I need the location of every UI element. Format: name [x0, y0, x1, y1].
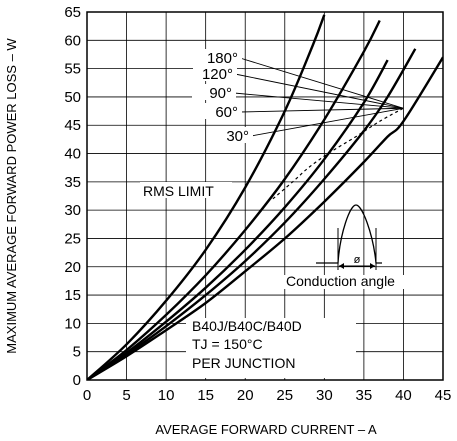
series-line — [87, 56, 443, 380]
y-tick-label: 50 — [64, 89, 81, 106]
series-labels: 180°120° 90° 60° 30° — [192, 49, 253, 145]
x-tick-label: 0 — [83, 387, 91, 404]
y-tick-label: 25 — [64, 230, 81, 247]
conduction-waveform — [316, 204, 382, 264]
leader-line — [233, 92, 404, 109]
conduction-angle-inset: ø Conduction angle — [282, 204, 437, 289]
y-tick-label: 5 — [73, 344, 81, 361]
series-line — [87, 19, 381, 380]
rms-limit-label-group: RMS LIMIT — [140, 182, 232, 199]
leader-line — [239, 57, 404, 109]
x-tick-label: 15 — [197, 387, 214, 404]
x-axis-label: AVERAGE FORWARD CURRENT – A — [155, 422, 377, 437]
conduction-angle-label: Conduction angle — [286, 273, 395, 289]
y-tick-label: 45 — [64, 117, 81, 134]
y-tick-label: 40 — [64, 146, 81, 163]
x-tick-label: 10 — [158, 387, 175, 404]
y-axis-label: MAXIMUM AVERAGE FORWARD POWER LOSS – W — [4, 38, 19, 354]
y-tick-label: 65 — [64, 4, 81, 21]
x-tick-label: 30 — [316, 387, 333, 404]
x-tick-label: 40 — [395, 387, 412, 404]
y-tick-label: 60 — [64, 32, 81, 49]
leader-lines — [233, 57, 404, 137]
rms-limit-line — [272, 107, 404, 200]
series-label: 90° — [209, 85, 232, 102]
series-label: 30° — [226, 128, 249, 145]
y-axis-ticks: 0 5 10 15 20 25 30 35 40 45 50 55 60 65 — [64, 4, 81, 389]
leader-line — [234, 73, 404, 109]
series-line — [87, 48, 417, 380]
series-label: 60° — [215, 104, 238, 121]
y-tick-label: 15 — [64, 287, 81, 304]
plot-frame — [86, 11, 444, 381]
leader-line — [239, 107, 404, 113]
conditions-part-numbers: B40J/B40C/B40D — [192, 318, 302, 334]
phi-symbol: ø — [354, 254, 361, 266]
x-tick-label: 5 — [122, 387, 130, 404]
y-tick-label: 20 — [64, 259, 81, 276]
rms-limit-label: RMS LIMIT — [143, 183, 214, 199]
curves — [87, 14, 443, 380]
y-tick-label: 10 — [64, 315, 81, 332]
series-label: 180° — [207, 50, 238, 67]
x-tick-label: 35 — [356, 387, 373, 404]
conditions-per-junction: PER JUNCTION — [192, 355, 295, 371]
leader-line — [250, 107, 404, 137]
series-line — [87, 14, 326, 380]
y-tick-label: 0 — [73, 372, 81, 389]
x-tick-label: 20 — [237, 387, 254, 404]
conditions-junction-temp: TJ = 150°C — [192, 336, 263, 352]
x-tick-label: 45 — [435, 387, 452, 404]
x-tick-label: 25 — [276, 387, 293, 404]
conditions-note: B40J/B40C/B40D TJ = 150°C PER JUNCTION — [186, 318, 356, 378]
y-tick-label: 30 — [64, 202, 81, 219]
series-label: 120° — [202, 66, 233, 83]
x-axis-ticks: 0 5 10 15 20 25 30 35 40 45 — [83, 387, 452, 404]
y-tick-label: 55 — [64, 61, 81, 78]
y-tick-label: 35 — [64, 174, 81, 191]
